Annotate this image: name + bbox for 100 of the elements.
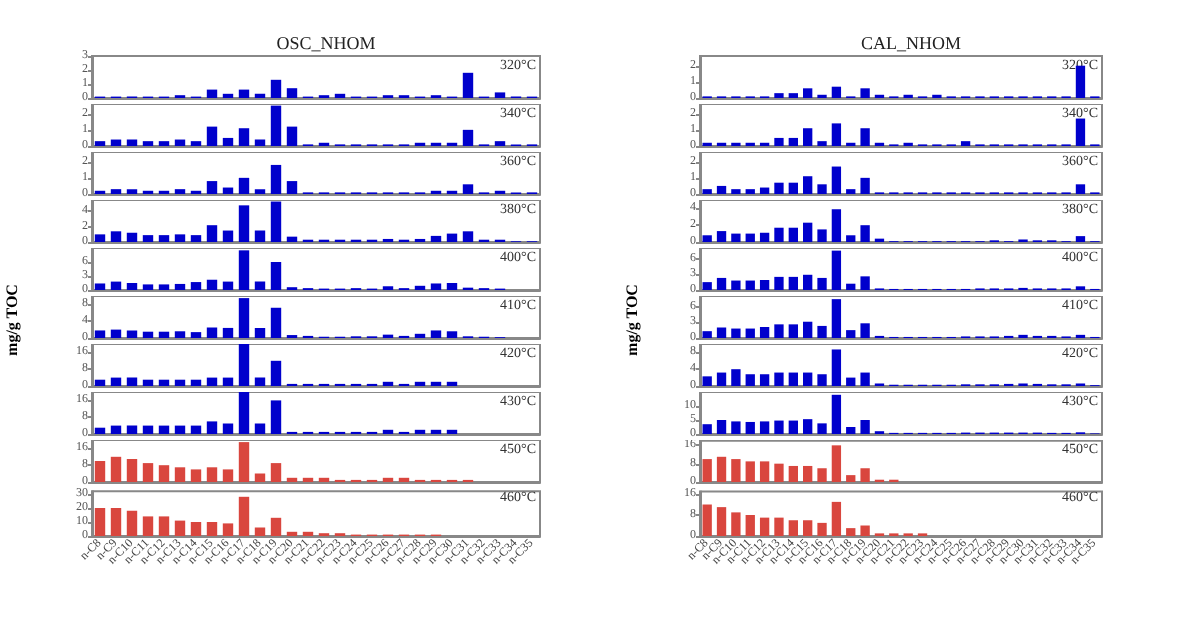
bar <box>206 89 218 98</box>
bar <box>222 281 234 290</box>
bar <box>860 88 870 98</box>
bar <box>238 205 250 242</box>
bar <box>270 307 282 338</box>
bar <box>803 88 813 98</box>
bar <box>254 377 266 386</box>
bar <box>238 344 250 386</box>
bar <box>846 235 856 242</box>
bar <box>206 279 218 290</box>
bar <box>206 467 218 482</box>
bar <box>774 137 784 146</box>
bar <box>254 139 266 146</box>
bar <box>803 222 813 242</box>
bar <box>158 465 170 482</box>
bar <box>462 184 474 194</box>
bar <box>190 282 202 290</box>
bar <box>270 400 282 434</box>
bar <box>446 283 458 290</box>
bar <box>174 283 186 290</box>
bar <box>110 139 122 146</box>
bar <box>126 425 138 434</box>
bar <box>206 126 218 146</box>
bar <box>174 139 186 146</box>
bar <box>788 372 798 386</box>
bar <box>206 181 218 194</box>
bar <box>110 377 122 386</box>
bar <box>860 128 870 146</box>
bar <box>702 331 712 338</box>
bar <box>731 512 741 536</box>
bar <box>774 517 784 536</box>
bar <box>803 128 813 146</box>
chart-title: OSC_NHOM <box>276 33 376 53</box>
bar <box>716 420 727 434</box>
bar <box>759 421 770 434</box>
bar <box>774 324 784 338</box>
bar <box>158 284 170 290</box>
bar <box>860 323 870 338</box>
bar <box>110 456 122 482</box>
bar <box>817 423 827 434</box>
bar <box>716 277 727 290</box>
bar <box>817 374 827 386</box>
bar <box>126 330 138 338</box>
bar <box>494 92 506 98</box>
bar <box>126 232 138 242</box>
bar <box>190 522 202 536</box>
bar <box>716 372 727 386</box>
bar <box>222 423 234 434</box>
bar <box>270 360 282 386</box>
bar <box>142 284 154 290</box>
bar <box>803 419 813 434</box>
bar <box>174 467 186 482</box>
bar <box>831 86 842 98</box>
bar <box>759 326 770 338</box>
bar <box>745 421 755 434</box>
bar <box>222 377 234 386</box>
bar <box>238 177 250 194</box>
bar <box>174 379 186 386</box>
bar <box>286 88 298 98</box>
bar <box>222 137 234 146</box>
bar <box>270 164 282 194</box>
bar <box>731 280 741 290</box>
bar <box>94 379 106 386</box>
bar <box>222 187 234 194</box>
bar <box>803 176 813 194</box>
bar <box>254 230 266 242</box>
chart-title: CAL_NHOM <box>860 33 962 53</box>
bar <box>803 465 813 482</box>
bar <box>759 461 770 482</box>
bar <box>788 520 798 536</box>
bar <box>126 377 138 386</box>
bar <box>788 420 798 434</box>
bar <box>94 330 106 338</box>
bar <box>702 282 712 290</box>
bar <box>716 231 727 242</box>
bar <box>142 379 154 386</box>
bar <box>831 349 842 386</box>
bar <box>286 126 298 146</box>
bar <box>817 277 827 290</box>
bar <box>731 328 741 338</box>
bar <box>831 445 842 482</box>
bar <box>94 283 106 290</box>
bar <box>222 230 234 242</box>
bar <box>462 72 474 98</box>
bar <box>831 501 842 536</box>
bar <box>238 442 250 482</box>
bar <box>745 280 755 290</box>
bar <box>716 327 727 338</box>
bar <box>846 283 856 290</box>
bar <box>174 234 186 242</box>
bar <box>817 468 827 482</box>
bar <box>846 475 856 482</box>
bar <box>110 508 122 536</box>
bar <box>860 225 870 242</box>
bar <box>860 468 870 482</box>
bar <box>126 510 138 536</box>
bar <box>238 250 250 290</box>
bar <box>238 496 250 536</box>
bar <box>702 235 712 242</box>
bar <box>254 327 266 338</box>
